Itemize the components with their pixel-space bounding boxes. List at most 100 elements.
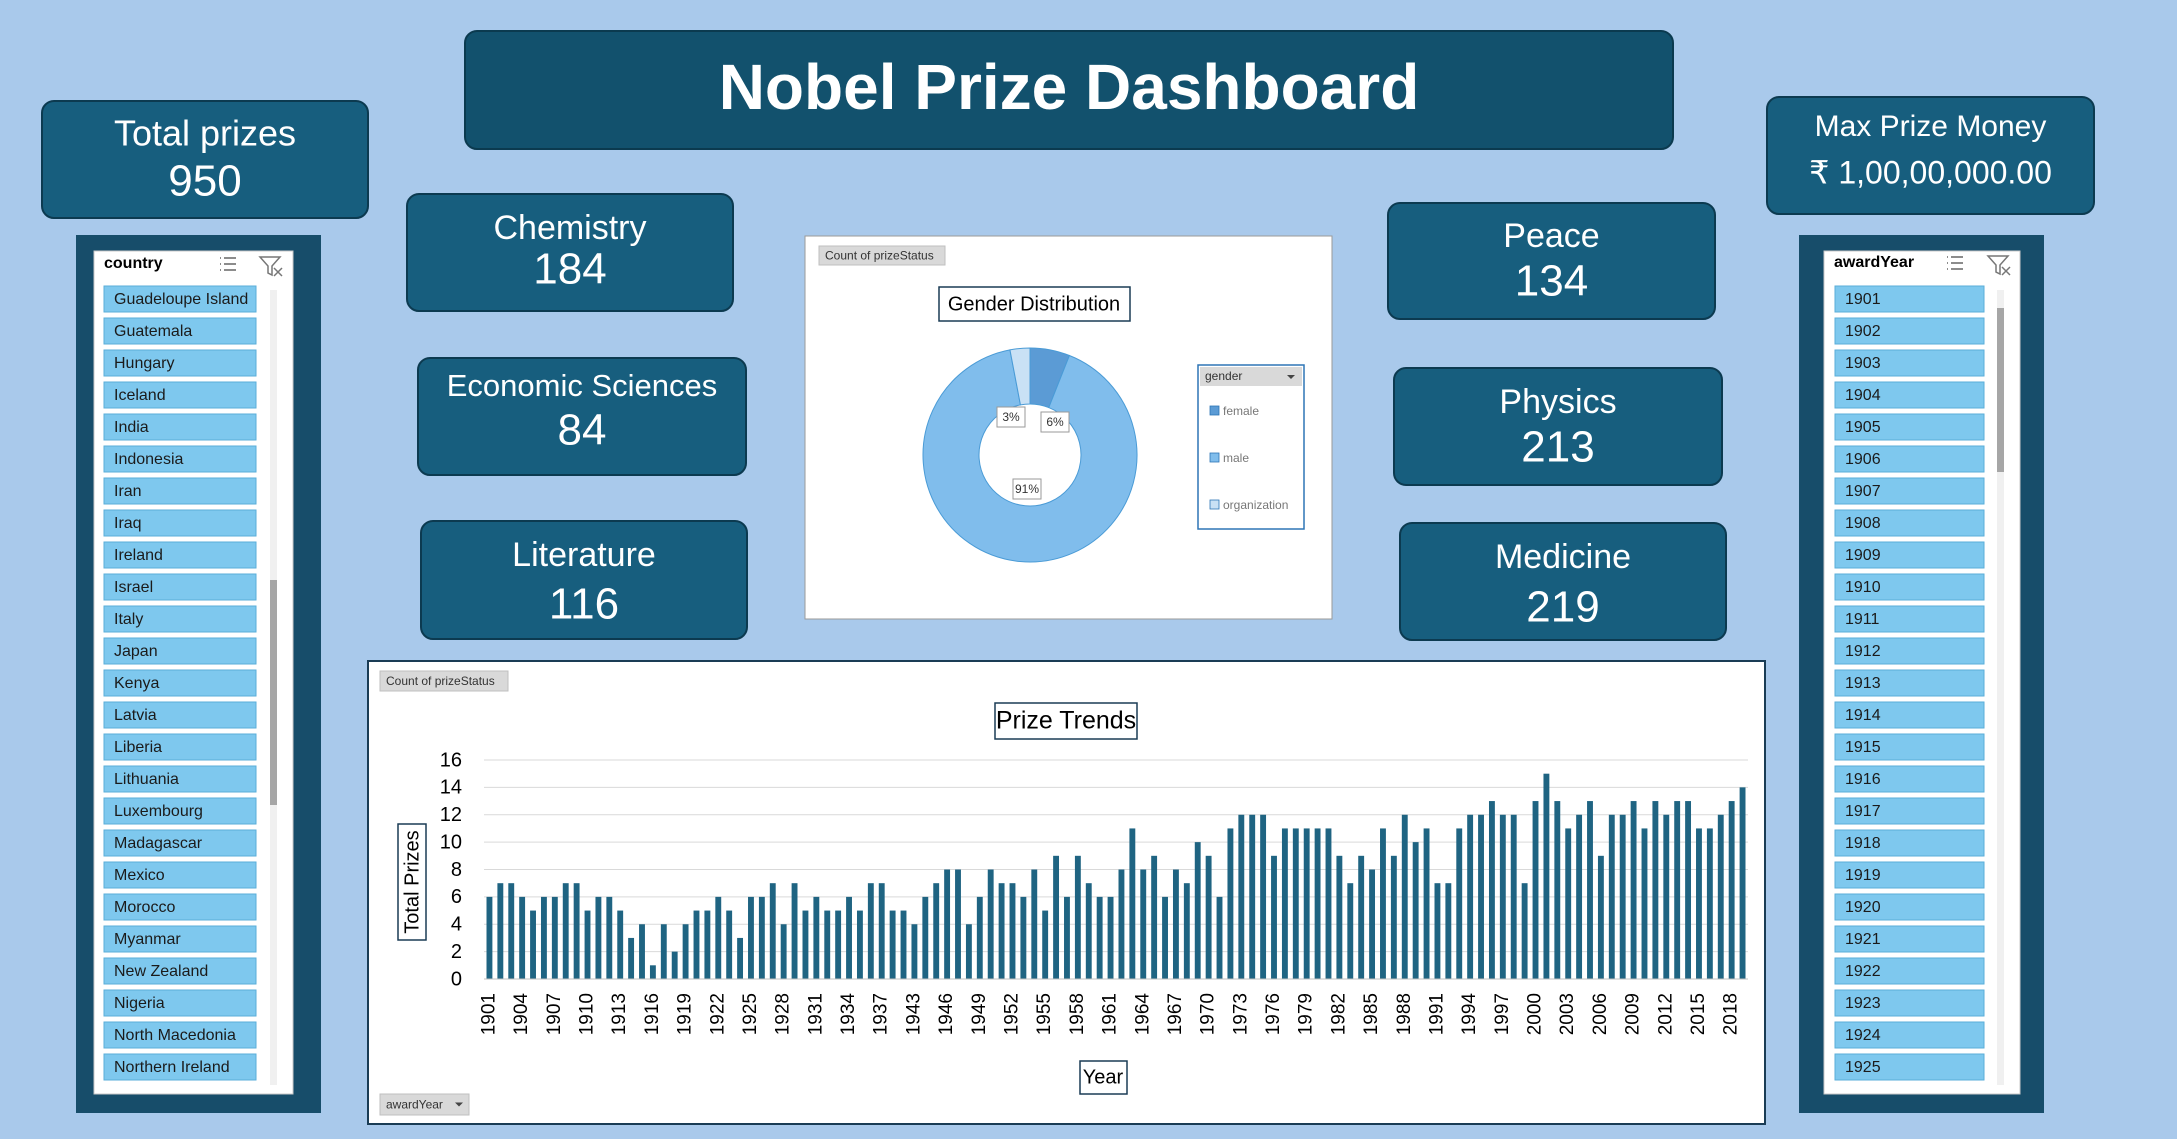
- slicer-item[interactable]: [1834, 957, 1985, 985]
- slicer-item[interactable]: [1834, 349, 1985, 377]
- slicer-item[interactable]: [1834, 701, 1985, 729]
- slicer-item-label[interactable]: Ireland: [114, 547, 163, 564]
- slicer-item[interactable]: [103, 957, 257, 985]
- slicer-item-label[interactable]: Hungary: [114, 355, 174, 372]
- slicer-item[interactable]: [1834, 477, 1985, 505]
- slicer-item-label[interactable]: 1905: [1845, 419, 1881, 436]
- clear-filter-icon[interactable]: [258, 255, 2011, 277]
- slicer-item[interactable]: [103, 669, 257, 697]
- slicer-item-label[interactable]: Iraq: [114, 515, 142, 532]
- scrollbar-thumb[interactable]: [270, 580, 277, 805]
- slicer-item[interactable]: [103, 573, 257, 601]
- slicer-item-label[interactable]: 1921: [1845, 931, 1881, 948]
- slicer-item[interactable]: [1834, 541, 1985, 569]
- slicer-item[interactable]: [1834, 765, 1985, 793]
- field-button-label[interactable]: awardYear: [386, 1098, 443, 1112]
- slicer-item[interactable]: [103, 733, 257, 761]
- slicer-item[interactable]: [103, 605, 257, 633]
- slicer-item-label[interactable]: 1903: [1845, 355, 1881, 372]
- slicer-item[interactable]: [1834, 317, 1985, 345]
- slicer-item[interactable]: [1834, 861, 1985, 889]
- slicer-item[interactable]: [103, 509, 257, 537]
- slicer-item[interactable]: [1834, 381, 1985, 409]
- slicer-item[interactable]: [103, 1053, 257, 1081]
- slicer-item[interactable]: [1834, 797, 1985, 825]
- slicer-item-label[interactable]: Japan: [114, 643, 158, 660]
- slicer-item[interactable]: [1834, 989, 1985, 1017]
- slicer-item-label[interactable]: North Macedonia: [114, 1027, 236, 1044]
- slicer-item[interactable]: [103, 893, 257, 921]
- slicer-item[interactable]: [1834, 509, 1985, 537]
- slicer-item[interactable]: [1834, 285, 1985, 313]
- slicer-item-label[interactable]: New Zealand: [114, 963, 208, 980]
- slicer-item[interactable]: [1834, 1021, 1985, 1049]
- slicer-item-label[interactable]: 1922: [1845, 963, 1881, 980]
- slicer-item[interactable]: [103, 349, 257, 377]
- slicer-item[interactable]: [1834, 573, 1985, 601]
- slicer-item-label[interactable]: 1920: [1845, 899, 1881, 916]
- slicer-item[interactable]: [103, 637, 257, 665]
- slicer-item-label[interactable]: Lithuania: [114, 771, 179, 788]
- field-button[interactable]: [379, 670, 509, 692]
- slicer-item-label[interactable]: 1919: [1845, 867, 1881, 884]
- slicer-item-label[interactable]: 1917: [1845, 803, 1881, 820]
- slicer-item-label[interactable]: 1910: [1845, 579, 1881, 596]
- slicer-item[interactable]: [103, 477, 257, 505]
- field-button[interactable]: [379, 1093, 470, 1116]
- slicer-item-label[interactable]: Madagascar: [114, 835, 203, 852]
- slicer-item-label[interactable]: Guadeloupe Island: [114, 291, 248, 308]
- slicer-item[interactable]: [103, 445, 257, 473]
- slicer-item[interactable]: [103, 829, 257, 857]
- slicer-item-label[interactable]: Italy: [114, 611, 143, 628]
- dropdown-arrow[interactable]: [455, 1102, 463, 1107]
- field-button[interactable]: [818, 245, 946, 266]
- slicer-item-label[interactable]: Iran: [114, 483, 142, 500]
- scrollbar-thumb[interactable]: [1997, 308, 2004, 472]
- slicer-item-label[interactable]: Myanmar: [114, 931, 181, 948]
- slicer-item[interactable]: [103, 925, 257, 953]
- slicer-item[interactable]: [103, 1021, 257, 1049]
- slicer-item-label[interactable]: 1925: [1845, 1059, 1881, 1076]
- slicer-item-label[interactable]: Liberia: [114, 739, 162, 756]
- slicer-item-label[interactable]: 1909: [1845, 547, 1881, 564]
- slicer-item[interactable]: [1834, 733, 1985, 761]
- slicer-item[interactable]: [103, 381, 257, 409]
- dropdown-arrow[interactable]: [1287, 375, 1295, 379]
- slicer-item-label[interactable]: Israel: [114, 579, 153, 596]
- slicer-item-label[interactable]: 1914: [1845, 707, 1881, 724]
- slicer-item-label[interactable]: 1904: [1845, 387, 1881, 404]
- slicer-item-label[interactable]: India: [114, 419, 149, 436]
- slicer-item[interactable]: [103, 541, 257, 569]
- slicer-item[interactable]: [103, 413, 257, 441]
- slicer-item[interactable]: [1834, 445, 1985, 473]
- field-button-label[interactable]: Count of prizeStatus: [825, 249, 934, 263]
- slicer-item[interactable]: [1834, 829, 1985, 857]
- slicer-item[interactable]: [103, 285, 257, 313]
- slicer-item-label[interactable]: 1915: [1845, 739, 1881, 756]
- multi-select-icon[interactable]: [220, 256, 1963, 271]
- slicer-item[interactable]: [1834, 669, 1985, 697]
- slicer-item[interactable]: [103, 861, 257, 889]
- slicer-item-label[interactable]: Luxembourg: [114, 803, 203, 820]
- slicer-item-label[interactable]: Iceland: [114, 387, 166, 404]
- slicer-item-label[interactable]: Morocco: [114, 899, 175, 916]
- slicer-item[interactable]: [1834, 925, 1985, 953]
- slicer-item-label[interactable]: 1906: [1845, 451, 1881, 468]
- slicer-item-label[interactable]: Northern Ireland: [114, 1059, 230, 1076]
- slicer-item-label[interactable]: Guatemala: [114, 323, 192, 340]
- slicer-item-label[interactable]: 1923: [1845, 995, 1881, 1012]
- slicer-item-label[interactable]: Nigeria: [114, 995, 165, 1012]
- slicer-item-label[interactable]: 1913: [1845, 675, 1881, 692]
- slicer-item-label[interactable]: Kenya: [114, 675, 159, 692]
- slicer-item[interactable]: [103, 317, 257, 345]
- slicer-item-label[interactable]: Latvia: [114, 707, 157, 724]
- field-button-label[interactable]: Count of prizeStatus: [386, 674, 495, 688]
- slicer-item[interactable]: [1834, 893, 1985, 921]
- slicer-item-label[interactable]: 1918: [1845, 835, 1881, 852]
- slicer-item-label[interactable]: Indonesia: [114, 451, 183, 468]
- slicer-item[interactable]: [1834, 605, 1985, 633]
- slicer-item-label[interactable]: Mexico: [114, 867, 165, 884]
- slicer-item-label[interactable]: 1916: [1845, 771, 1881, 788]
- slicer-item[interactable]: [103, 701, 257, 729]
- slicer-item-label[interactable]: 1908: [1845, 515, 1881, 532]
